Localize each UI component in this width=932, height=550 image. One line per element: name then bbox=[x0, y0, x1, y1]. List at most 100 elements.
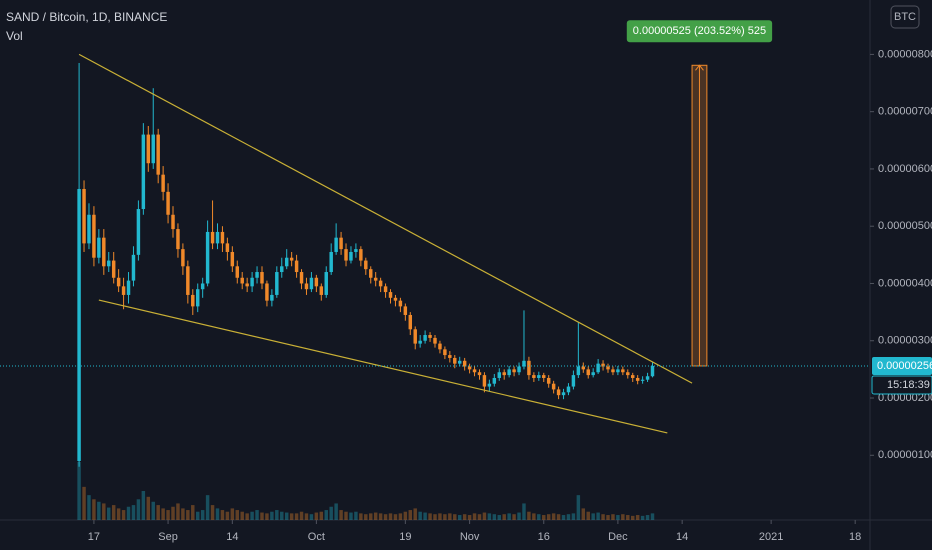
volume-bar bbox=[492, 514, 497, 520]
volume-bar bbox=[546, 514, 551, 520]
candle-body bbox=[408, 314, 413, 330]
candle-body bbox=[566, 386, 571, 393]
volume-bar bbox=[630, 515, 635, 520]
volume-bar bbox=[126, 506, 131, 520]
currency-button[interactable] bbox=[890, 5, 920, 29]
y-tick-label: 0.00000700 bbox=[878, 106, 932, 118]
candle-body bbox=[428, 335, 432, 338]
volume-bar bbox=[87, 495, 91, 520]
candle-body bbox=[487, 383, 492, 387]
volume-bar bbox=[299, 511, 304, 520]
candle-body bbox=[492, 377, 497, 384]
candle-body bbox=[527, 360, 531, 376]
volume-bar bbox=[398, 513, 403, 520]
volume-bar bbox=[200, 510, 205, 520]
candle-body bbox=[265, 283, 269, 301]
candle-body bbox=[369, 269, 373, 278]
volume-bar bbox=[635, 515, 640, 520]
candle-body bbox=[136, 209, 141, 255]
candle-body bbox=[448, 355, 452, 358]
x-tick-label: Oct bbox=[308, 531, 325, 543]
last-price-label: 0.00000256 bbox=[877, 360, 932, 372]
candle-body bbox=[621, 369, 625, 373]
volume-bar bbox=[324, 510, 328, 520]
volume-bar bbox=[433, 514, 437, 520]
candle-body bbox=[250, 277, 254, 287]
volume-bar bbox=[280, 511, 284, 520]
candle-body bbox=[546, 377, 551, 384]
measure-label: 0.00000525 (203.52%) 525 bbox=[633, 25, 766, 37]
candle-body bbox=[156, 134, 160, 175]
candle-body bbox=[171, 214, 175, 230]
candle-body bbox=[502, 372, 506, 376]
volume-bar bbox=[408, 510, 413, 520]
marks bbox=[0, 53, 870, 520]
candle-body bbox=[220, 231, 225, 244]
volume-bar bbox=[448, 513, 452, 520]
volume-bar bbox=[359, 513, 363, 520]
volume-bar bbox=[171, 506, 175, 520]
volume-bar bbox=[606, 515, 610, 520]
volume-bar bbox=[532, 513, 536, 520]
volume-bar bbox=[640, 515, 645, 520]
volume-bar bbox=[393, 514, 398, 520]
volume-bar bbox=[334, 503, 338, 520]
candle-body bbox=[97, 237, 101, 258]
candle-body bbox=[324, 272, 328, 295]
volume-bar bbox=[314, 512, 319, 520]
candle-body bbox=[304, 283, 309, 290]
candle-body bbox=[314, 277, 319, 287]
candle-body bbox=[364, 260, 368, 270]
volume-bar bbox=[462, 514, 467, 520]
candle-body bbox=[329, 251, 333, 273]
candle-body bbox=[334, 237, 338, 252]
candle-body bbox=[581, 366, 586, 370]
candle-body bbox=[275, 272, 279, 295]
volume-bar bbox=[378, 513, 383, 520]
candle-body bbox=[616, 369, 620, 373]
volume-bar bbox=[319, 511, 324, 520]
candle-body bbox=[299, 272, 304, 284]
candle-body bbox=[373, 277, 378, 281]
candle-body bbox=[537, 375, 541, 378]
volume-bar bbox=[205, 495, 210, 520]
volume-bar bbox=[364, 514, 368, 520]
candle-body bbox=[512, 369, 516, 373]
candle-body bbox=[131, 254, 136, 281]
candle-body bbox=[462, 360, 467, 367]
volume-bar bbox=[215, 508, 220, 520]
candle-body bbox=[403, 306, 408, 315]
candle-body bbox=[596, 363, 600, 373]
measure-arrow-head bbox=[695, 64, 704, 71]
volume-bar bbox=[507, 513, 511, 520]
candle-body bbox=[161, 174, 165, 192]
volume-bar bbox=[77, 462, 81, 520]
candle-body bbox=[260, 272, 264, 284]
volume-bar bbox=[418, 511, 422, 520]
candle-body bbox=[349, 251, 353, 261]
candle-body bbox=[289, 257, 294, 261]
candle-body bbox=[116, 277, 121, 287]
symbol-title: SAND / Bitcoin, 1D, BINANCE bbox=[6, 10, 167, 24]
volume-bar bbox=[240, 511, 244, 520]
candle-body bbox=[650, 365, 655, 377]
volume-bar bbox=[477, 514, 482, 520]
candle-body bbox=[467, 366, 472, 370]
currency-label[interactable]: BTC bbox=[894, 11, 916, 23]
y-tick-label: 0.00000800 bbox=[878, 48, 932, 60]
volume-bar bbox=[591, 513, 595, 520]
volume-bar bbox=[369, 513, 373, 520]
candle-body bbox=[606, 366, 610, 370]
candle-body bbox=[423, 335, 427, 341]
volume-bar bbox=[166, 510, 170, 520]
volume-bar bbox=[141, 491, 146, 520]
candle-body bbox=[176, 229, 180, 250]
candle-body bbox=[284, 257, 289, 267]
volume-bar bbox=[542, 515, 546, 520]
x-tick-label: 16 bbox=[538, 531, 550, 543]
candle-body bbox=[200, 283, 205, 290]
candle-body bbox=[507, 369, 511, 376]
candle-body bbox=[477, 372, 482, 376]
